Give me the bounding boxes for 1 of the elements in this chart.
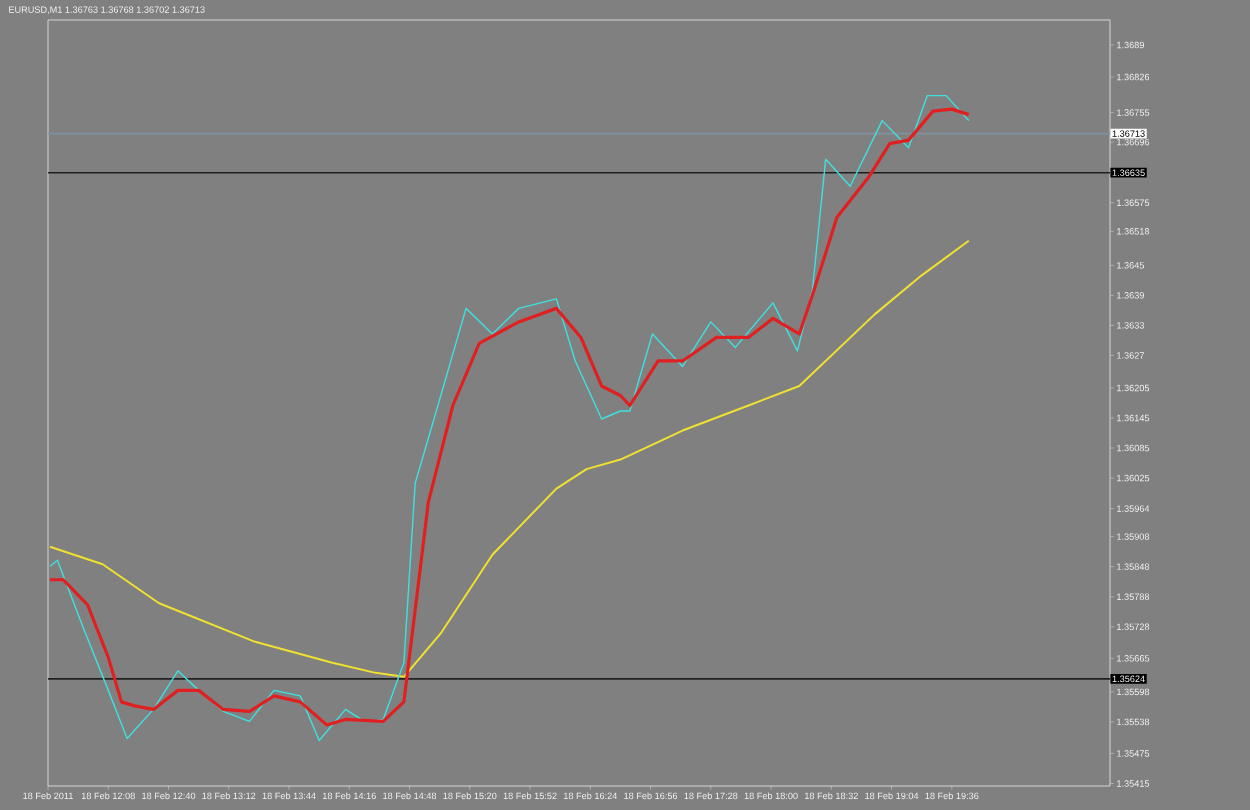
line-series	[48, 239, 970, 678]
